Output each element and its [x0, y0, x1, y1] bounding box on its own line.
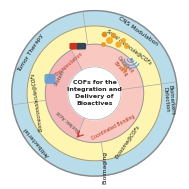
FancyBboxPatch shape — [77, 43, 86, 50]
Wedge shape — [101, 84, 162, 160]
Text: Biomacromolecule@COFs: Biomacromolecule@COFs — [30, 72, 43, 131]
Circle shape — [12, 11, 177, 176]
Wedge shape — [71, 44, 143, 93]
Text: Protein: Protein — [54, 68, 66, 86]
Text: Nucleic Acid: Nucleic Acid — [56, 110, 82, 133]
FancyBboxPatch shape — [44, 74, 56, 84]
Text: Coordinated Bonding: Coordinated Bonding — [90, 114, 135, 141]
Text: Antibacterial: Antibacterial — [23, 126, 51, 158]
Text: Tumor Therapy: Tumor Therapy — [17, 33, 44, 74]
Wedge shape — [45, 50, 94, 139]
FancyBboxPatch shape — [69, 43, 80, 50]
Text: COFs for the
Integration and
Delivery of
Bioactives: COFs for the Integration and Delivery of… — [67, 80, 122, 106]
Text: Exosome@COFs: Exosome@COFs — [115, 123, 141, 159]
Circle shape — [68, 67, 121, 120]
Wedge shape — [76, 87, 144, 143]
Wedge shape — [85, 26, 161, 87]
Text: CNS Modulation: CNS Modulation — [117, 16, 158, 47]
Wedge shape — [27, 27, 88, 103]
Text: Covalent
Binding: Covalent Binding — [112, 55, 134, 78]
Text: Small molecule@COFs: Small molecule@COFs — [106, 28, 153, 65]
Wedge shape — [28, 100, 104, 161]
Circle shape — [45, 44, 144, 143]
Text: Encapsulation: Encapsulation — [55, 51, 84, 77]
Text: Biomarkers
Detection: Biomarkers Detection — [162, 84, 175, 115]
Circle shape — [27, 26, 162, 161]
Text: Bioimaging: Bioimaging — [102, 151, 108, 184]
